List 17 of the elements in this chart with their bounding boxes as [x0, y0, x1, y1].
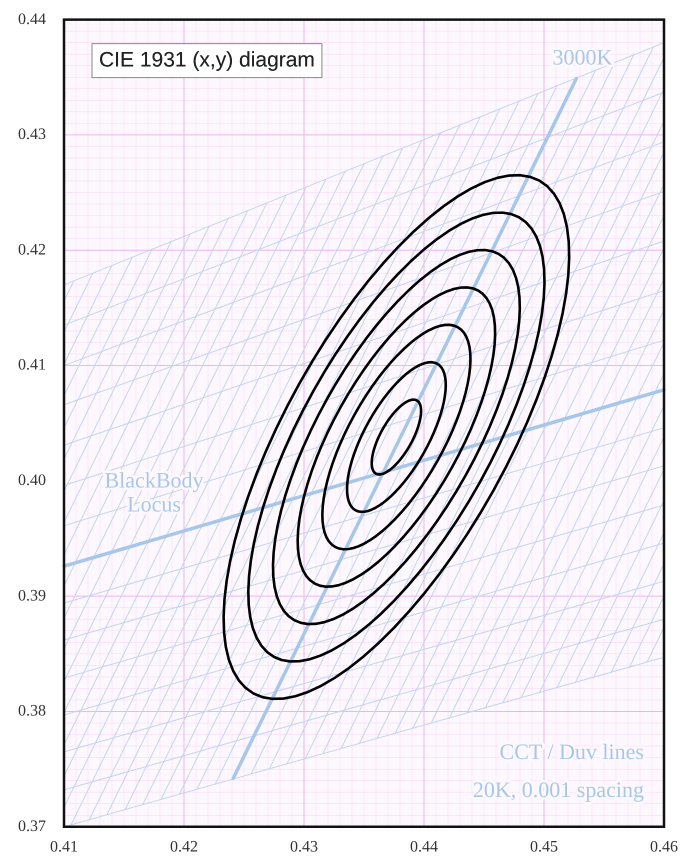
annotation: CCT / Duv lines — [500, 738, 644, 764]
x-tick-label: 0.44 — [410, 838, 438, 856]
x-tick-label: 0.46 — [650, 838, 678, 856]
y-tick-label: 0.38 — [18, 702, 46, 720]
y-tick-label: 0.44 — [18, 10, 46, 28]
y-tick-label: 0.43 — [18, 126, 46, 144]
y-tick-label: 0.39 — [18, 587, 46, 604]
series-label: 3000K — [552, 44, 612, 70]
y-tick-label: 0.42 — [18, 241, 46, 258]
x-tick-label: 0.45 — [530, 838, 558, 856]
x-tick-label: 0.41 — [50, 838, 78, 856]
x-tick-label: 0.43 — [290, 838, 318, 856]
y-tick-label: 0.41 — [18, 356, 46, 374]
x-tick-label: 0.42 — [170, 838, 198, 856]
y-tick-label: 0.40 — [18, 472, 46, 490]
text: CIE 1931 (x,y) diagram — [99, 48, 315, 72]
y-tick-label: 0.37 — [18, 818, 46, 836]
